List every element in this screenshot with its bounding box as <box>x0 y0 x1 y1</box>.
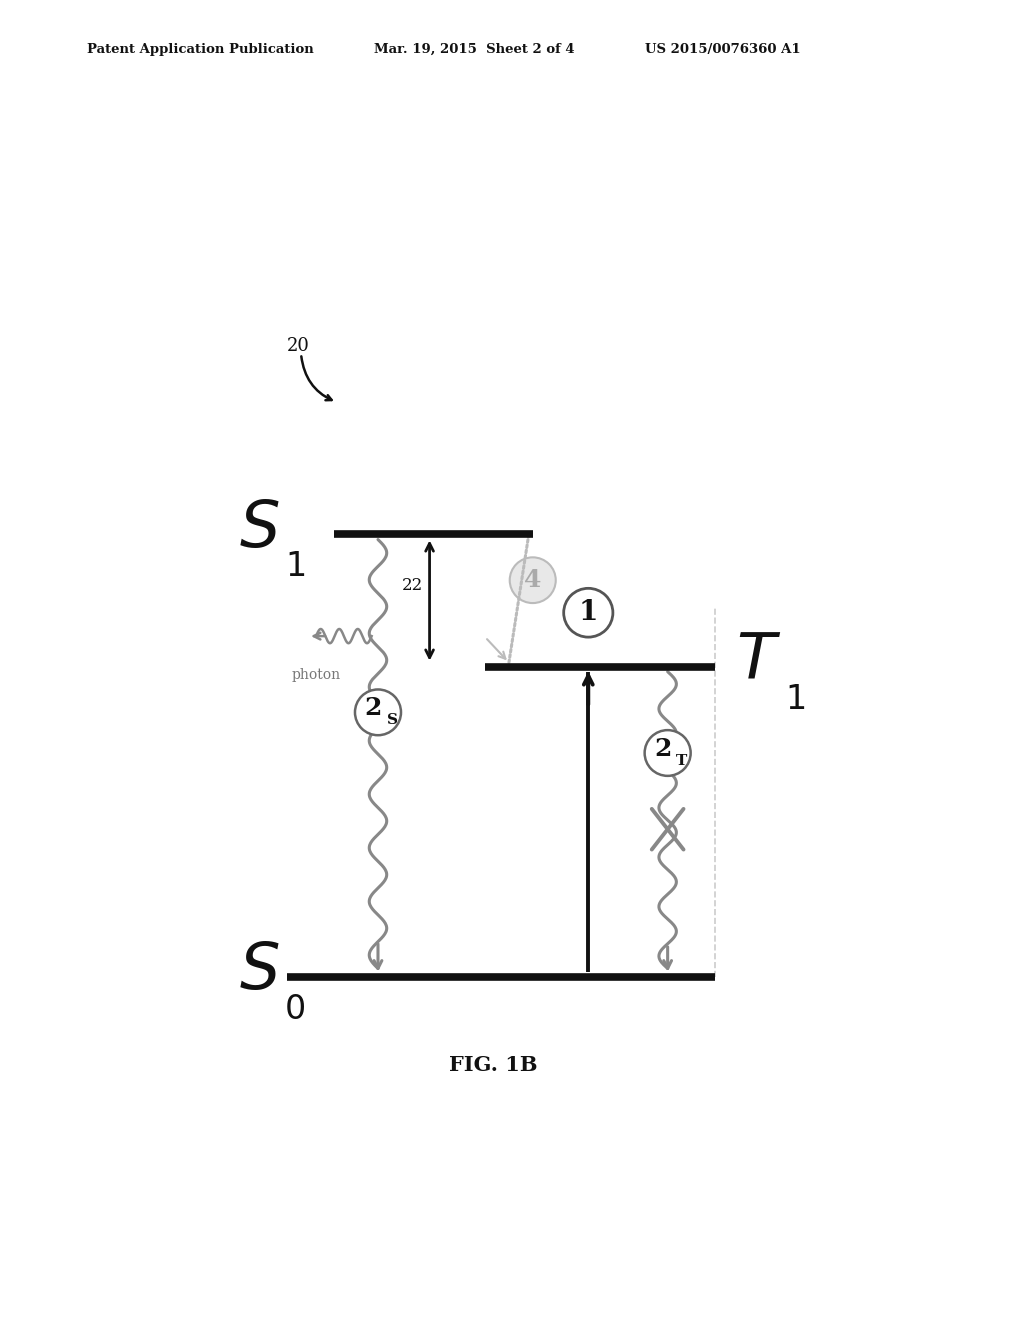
Text: 22: 22 <box>402 577 423 594</box>
Ellipse shape <box>355 689 401 735</box>
Text: 2: 2 <box>365 696 382 721</box>
Ellipse shape <box>563 589 613 638</box>
Text: 1: 1 <box>579 599 598 626</box>
Text: $0$: $0$ <box>284 993 305 1026</box>
Text: 20: 20 <box>287 338 309 355</box>
Text: S: S <box>387 714 397 727</box>
Text: $T$: $T$ <box>736 631 781 692</box>
Text: 2: 2 <box>654 737 672 760</box>
Text: $S$: $S$ <box>239 941 280 1002</box>
Ellipse shape <box>645 730 690 776</box>
Ellipse shape <box>510 557 556 603</box>
Text: $1$: $1$ <box>784 682 805 715</box>
Text: T: T <box>676 754 687 768</box>
Text: $1$: $1$ <box>285 550 305 583</box>
Text: Mar. 19, 2015  Sheet 2 of 4: Mar. 19, 2015 Sheet 2 of 4 <box>374 42 574 55</box>
Text: FIG. 1B: FIG. 1B <box>449 1055 538 1074</box>
Text: photon: photon <box>292 668 341 681</box>
Text: Patent Application Publication: Patent Application Publication <box>87 42 313 55</box>
Text: 4: 4 <box>524 568 542 593</box>
Text: US 2015/0076360 A1: US 2015/0076360 A1 <box>645 42 801 55</box>
Text: $S$: $S$ <box>239 499 280 560</box>
